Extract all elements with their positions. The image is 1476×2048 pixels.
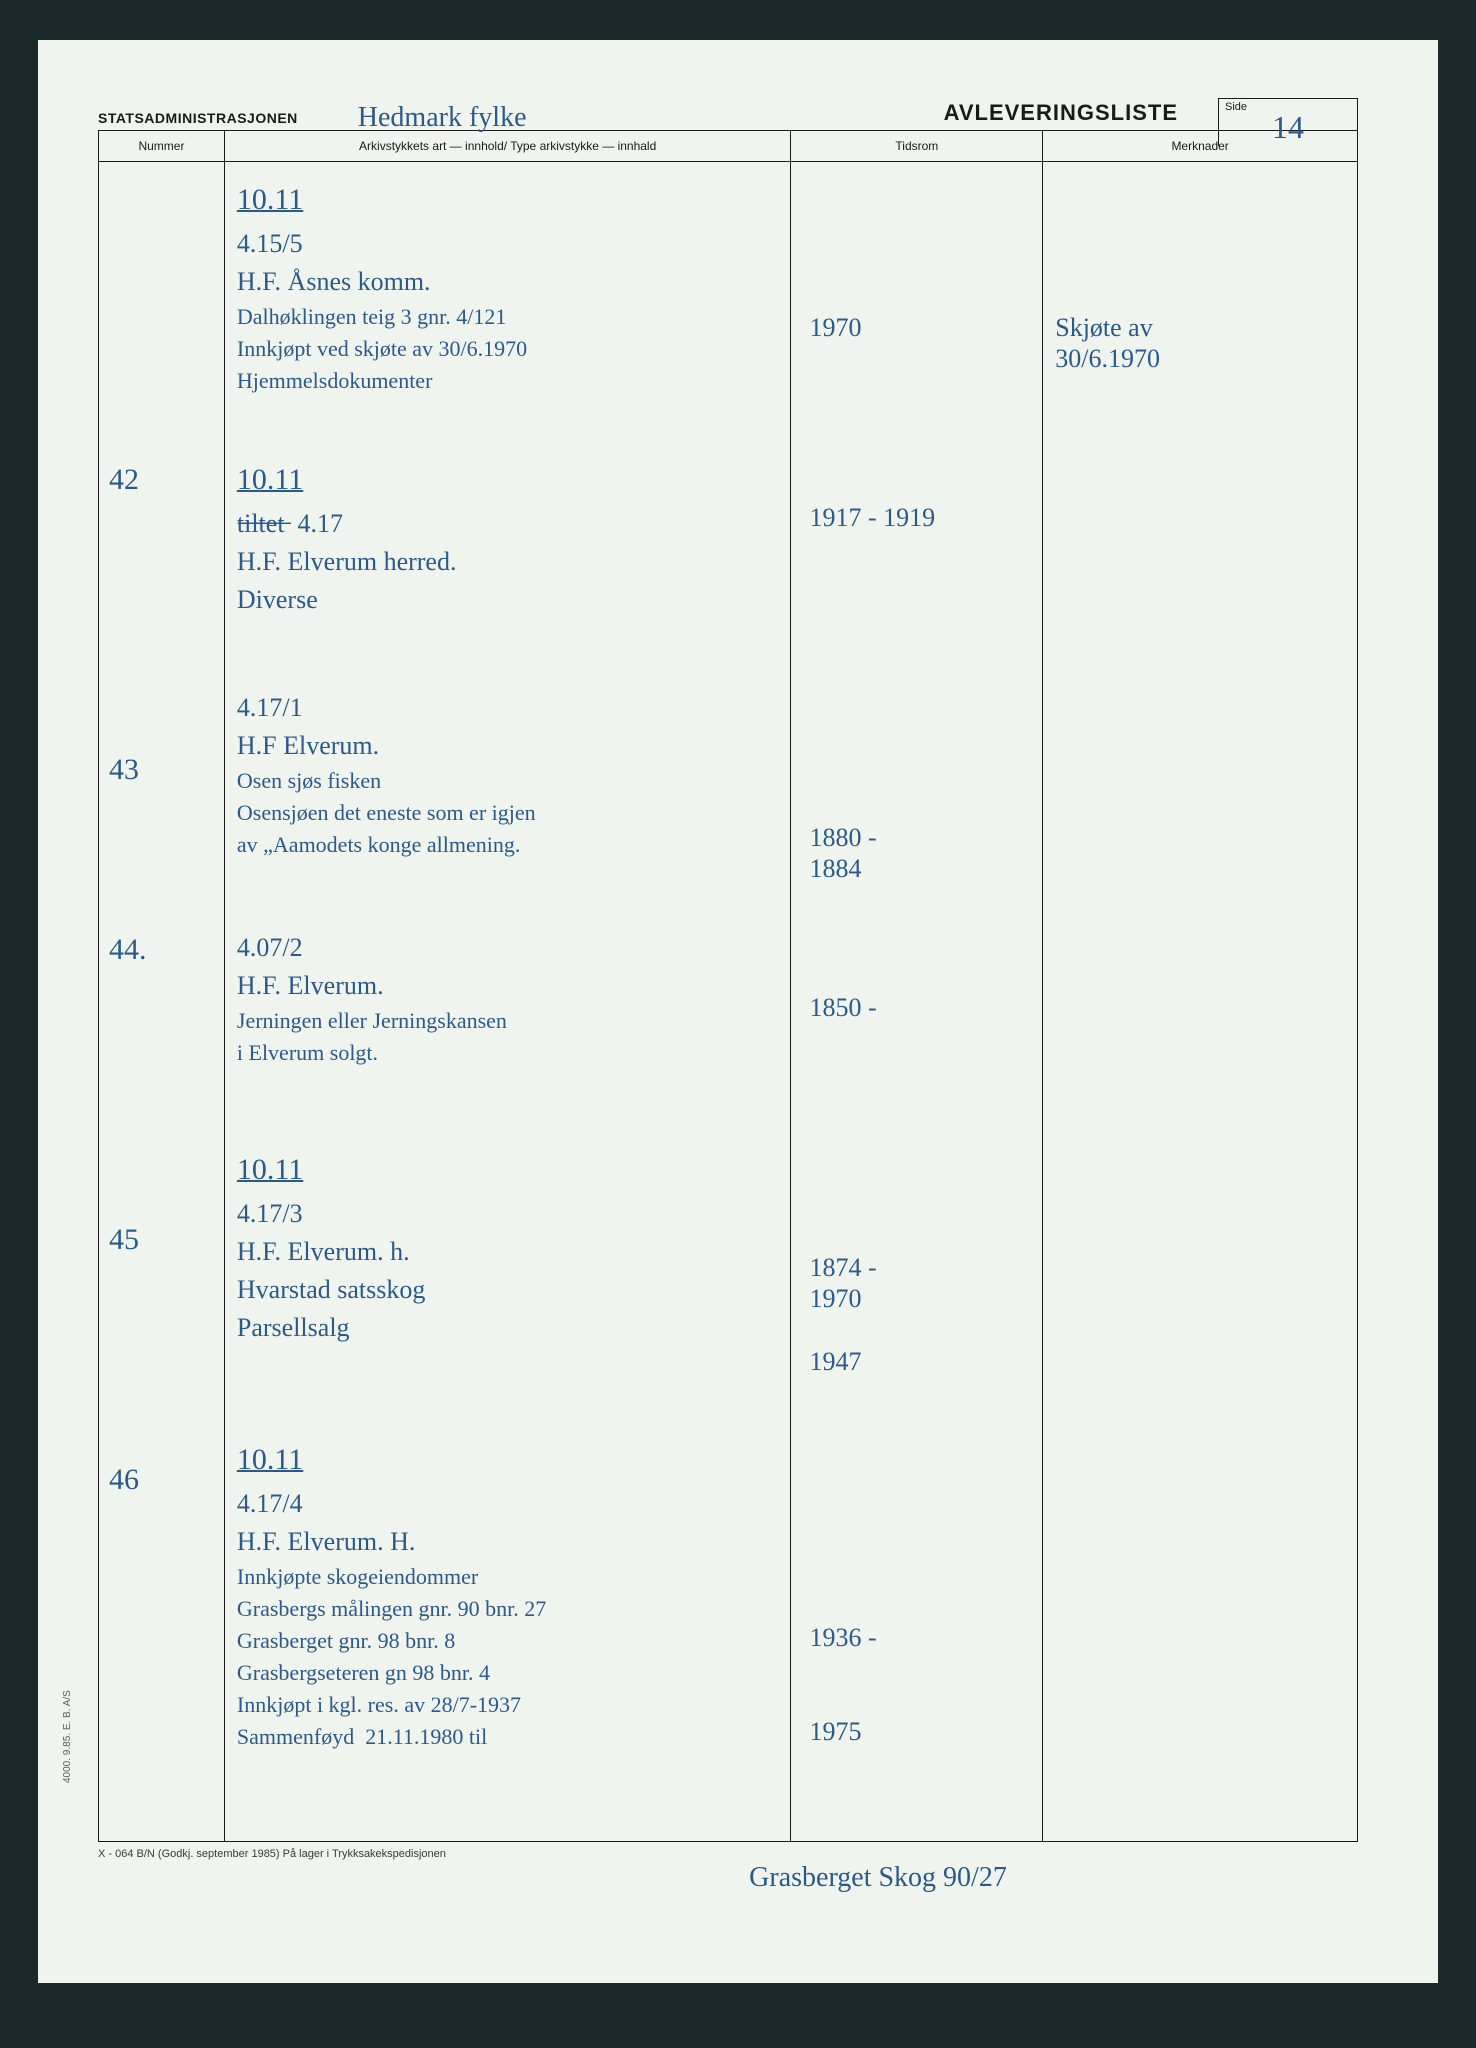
entry-content-line: Osensjøen det eneste som er igjen [237, 800, 536, 826]
col-nummer: Nummer [99, 131, 225, 162]
entry-tidsrom: 1850 - [809, 992, 876, 1023]
entry-content-line: Grasbergseteren gn 98 bnr. 4 [237, 1660, 490, 1686]
entry-content-line: Sammenføyd 21.11.1980 til [237, 1724, 487, 1750]
header-row: STATSADMINISTRASJONEN Hedmark fylke AVLE… [98, 100, 1358, 126]
entry-content-line: Hvarstad satsskog [237, 1274, 425, 1305]
page-number: 14 [1225, 109, 1351, 146]
form-title: AVLEVERINGSLISTE [944, 100, 1178, 126]
entry-tidsrom: 1880 - 1884 [809, 822, 876, 884]
entry-number: 43 [109, 752, 139, 788]
entry-content-line: 10.11 [237, 462, 303, 498]
cell-nummer: 42 43 44. 45 46 [99, 162, 225, 1842]
entry-tidsrom: 1874 - 1970 1947 [809, 1252, 876, 1377]
entry-content-line: 10.11 [237, 182, 303, 218]
entry-tidsrom: 1970 [809, 312, 861, 343]
entry-number: 44. [109, 932, 147, 968]
main-table: Nummer Arkivstykkets art — innhold/ Type… [98, 130, 1358, 1842]
entry-content-line: Innkjøpt i kgl. res. av 28/7-1937 [237, 1692, 521, 1718]
entry-content-line: 4.17/3 [237, 1198, 303, 1229]
entry-content-line: H.F. Elverum. h. [237, 1236, 410, 1267]
entry-tidsrom: 1936 - 1975 [809, 1622, 876, 1747]
entry-content-line: 4.07/2 [237, 932, 303, 963]
entry-content-line: Dalhøklingen teig 3 gnr. 4/121 [237, 304, 506, 330]
entry-content-line: Grasbergs målingen gnr. 90 bnr. 27 [237, 1596, 546, 1622]
entry-content-line: H.F. Elverum. H. [237, 1526, 415, 1557]
column-header-row: Nummer Arkivstykkets art — innhold/ Type… [99, 131, 1358, 162]
cell-content: 10.11 4.15/5 H.F. Åsnes komm. Dalhøklingen … [224, 162, 791, 1842]
entry-content-line: 4.17/1 [237, 692, 303, 723]
vertical-print-code: 4000. 9.85. E. B. A/S [62, 1690, 73, 1783]
cell-merknader: Skjøte av 30/6.1970 [1043, 162, 1358, 1842]
entry-content-line: H.F. Elverum. [237, 970, 384, 1001]
footer-print: X - 064 B/N (Godkj. september 1985) På l… [98, 1848, 1358, 1860]
entry-content-line: Innkjøpte skogeiendommer [237, 1564, 478, 1590]
page-number-box: Side 14 [1218, 98, 1358, 146]
entry-content-line: 4.15/5 [237, 228, 303, 259]
cell-tidsrom: 1970 1917 - 1919 1880 - 1884 1850 - 1874 - 1… [791, 162, 1043, 1842]
entry-content-line: 4.17/4 [237, 1488, 303, 1519]
handwritten-subtitle: Hedmark fylke [358, 102, 527, 134]
entry-content-line: H.F. Åsnes komm. [237, 266, 431, 297]
entry-content-line: 10.11 [237, 1152, 303, 1188]
form-page: 4000. 9.85. E. B. A/S STATSADMINISTRASJO… [38, 40, 1438, 1983]
footer-handwritten: Grasberget Skog 90/27 [398, 1862, 1358, 1894]
entry-content-line: Parsellsalg [237, 1312, 350, 1343]
entry-content-line: H.F. Elverum herred. [237, 546, 457, 577]
entry-content-line: Grasberget gnr. 98 bnr. 8 [237, 1628, 455, 1654]
entry-content-line: Innkjøpt ved skjøte av 30/6.1970 [237, 336, 527, 362]
entry-number: 46 [109, 1462, 139, 1498]
entry-content-line: Hjemmelsdokumenter [237, 368, 433, 394]
entry-tidsrom: 1917 - 1919 [809, 502, 935, 533]
entry-content-line: 10.11 [237, 1442, 303, 1478]
entry-content-line: H.F Elverum. [237, 730, 379, 761]
col-innhold: Arkivstykkets art — innhold/ Type arkivs… [224, 131, 791, 162]
entry-content-line: Diverse [237, 584, 318, 615]
entry-merknader: Skjøte av 30/6.1970 [1055, 312, 1160, 374]
entry-content-line: av „Aamodets konge allmening. [237, 832, 520, 858]
agency-label: STATSADMINISTRASJONEN [98, 110, 298, 126]
entry-number: 45 [109, 1222, 139, 1258]
entry-content-line: i Elverum solgt. [237, 1040, 378, 1066]
entry-content-line: Jerningen eller Jerningskansen [237, 1008, 507, 1034]
col-tidsrom: Tidsrom [791, 131, 1043, 162]
table-body-row: 42 43 44. 45 46 10.11 4.15/5 H.F. Åsnes komm. D… [99, 162, 1358, 1842]
entry-content-line: Osen sjøs fisken [237, 768, 381, 794]
entry-content-line: t̶i̶l̶t̶e̶t̶ 4.17 [237, 508, 343, 539]
entry-number: 42 [109, 462, 139, 498]
